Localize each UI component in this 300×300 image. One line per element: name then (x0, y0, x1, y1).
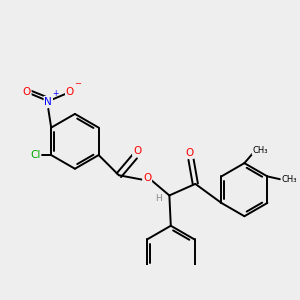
Text: −: − (74, 79, 82, 88)
Text: Cl: Cl (30, 150, 40, 160)
Text: O: O (143, 173, 151, 183)
Text: +: + (52, 88, 59, 98)
Text: N: N (44, 97, 52, 107)
Text: O: O (66, 87, 74, 97)
Text: H: H (155, 194, 162, 203)
Text: O: O (185, 148, 194, 158)
Text: O: O (22, 87, 31, 97)
Text: CH₃: CH₃ (253, 146, 268, 154)
Text: CH₃: CH₃ (281, 175, 297, 184)
Text: O: O (133, 146, 141, 156)
